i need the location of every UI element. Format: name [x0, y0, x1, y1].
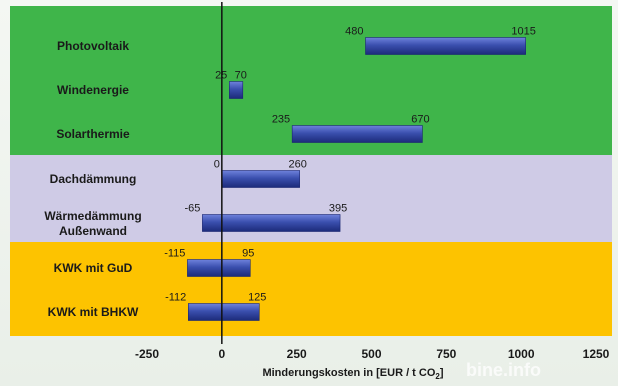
range-bar — [365, 37, 526, 55]
x-tick-label: 750 — [436, 347, 456, 361]
value-label-high: 95 — [242, 248, 254, 260]
range-bar — [221, 170, 300, 188]
x-axis-label: Minderungskosten in [EUR / t CO2] — [262, 367, 443, 381]
value-label-low: 0 — [214, 159, 220, 171]
range-bar — [229, 81, 244, 99]
value-label-high: 1015 — [511, 26, 535, 38]
value-label-low: -65 — [184, 203, 200, 215]
value-label-high: 395 — [329, 203, 347, 215]
value-label-low: -115 — [164, 248, 185, 260]
value-label-low: 235 — [272, 114, 290, 126]
range-bar — [202, 214, 341, 232]
x-axis-label-subscript: 2 — [435, 372, 440, 381]
x-axis-label-end: ] — [440, 367, 444, 379]
x-axis-tick-labels: -250 0 250 500 750 1000 1250 — [135, 347, 610, 361]
range-bar — [187, 259, 251, 277]
x-tick-label: 1250 — [583, 347, 610, 361]
value-label-high: 70 — [235, 70, 247, 82]
value-label-low: -112 — [165, 292, 186, 304]
watermark: bine.info — [466, 360, 541, 380]
group-band — [10, 242, 612, 336]
x-axis-label-main: Minderungskosten in [EUR / t CO — [262, 367, 435, 379]
value-label-high: 670 — [411, 114, 429, 126]
category-label: Photovoltaik — [57, 39, 129, 53]
category-labels: Photovoltaik Windenergie Solarthermie Dachd… — [44, 39, 141, 319]
category-label: Windenergie — [57, 83, 129, 97]
x-tick-label: -250 — [135, 347, 159, 361]
value-label-high: 125 — [248, 292, 266, 304]
x-tick-label: 250 — [287, 347, 307, 361]
range-bars — [187, 37, 526, 321]
category-label: KWK mit BHKW — [48, 305, 139, 319]
category-label: Solarthermie — [56, 127, 130, 141]
value-label-low: 480 — [345, 26, 363, 38]
category-label: Wärmedämmung Außenwand — [44, 209, 141, 238]
x-tick-label: 500 — [361, 347, 381, 361]
range-bar — [188, 303, 260, 321]
x-tick-label: 0 — [218, 347, 225, 361]
category-label: Dachdämmung — [50, 172, 137, 186]
category-label: KWK mit GuD — [54, 261, 133, 275]
range-bar — [291, 125, 423, 143]
value-label-high: 260 — [288, 159, 306, 171]
category-group-bands — [10, 6, 612, 336]
x-tick-label: 1000 — [508, 347, 535, 361]
